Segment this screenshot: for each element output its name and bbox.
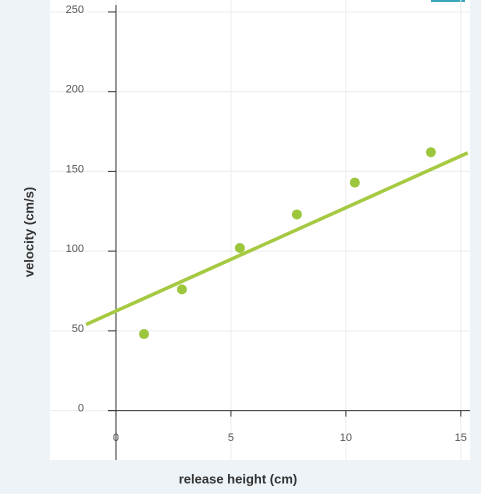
top-accent (431, 0, 465, 2)
data-point (234, 242, 245, 253)
y-tick-label: 150 (66, 163, 84, 175)
y-axis-title: velocity (cm/s) (21, 187, 36, 277)
data-point (291, 209, 302, 220)
data-point (176, 284, 187, 295)
plot-area (50, 0, 470, 460)
x-tick-label: 10 (340, 432, 352, 444)
y-tick-label: 50 (72, 323, 84, 335)
data-point (139, 329, 150, 340)
y-tick-label: 200 (66, 84, 84, 96)
y-tick-label: 100 (66, 243, 84, 255)
x-tick-label: 15 (455, 432, 467, 444)
data-point (425, 147, 436, 158)
x-tick-label: 5 (228, 432, 234, 444)
y-tick-label: 250 (66, 4, 84, 16)
data-point (349, 177, 360, 188)
fit-line (85, 151, 469, 327)
y-tick-label: 0 (78, 402, 84, 414)
x-axis-title: release height (cm) (179, 471, 298, 486)
